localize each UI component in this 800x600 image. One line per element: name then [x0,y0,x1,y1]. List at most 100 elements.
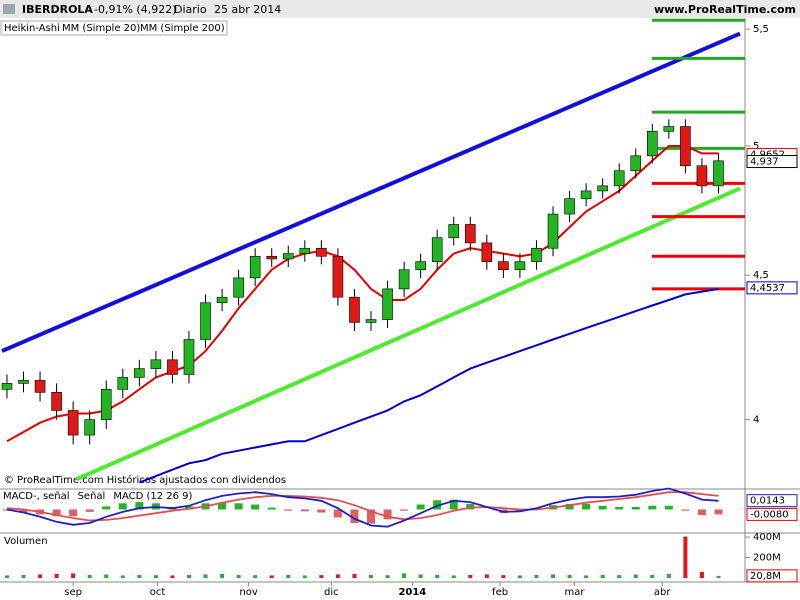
value-tag [746,494,798,508]
value-tag [746,569,798,583]
volume-bar [418,574,423,578]
macd-bar [19,509,28,513]
trendline [75,186,741,482]
volume-bar [699,571,704,578]
volume-bar [220,573,225,578]
volume-bar [650,574,655,578]
candle-body [680,126,691,167]
candle-body [597,185,608,192]
value-tag-label: -0,0080 [750,509,789,520]
volume-bar [567,574,572,578]
candle-body [696,165,708,187]
volume-bar [319,575,324,578]
volume-bar [551,574,556,578]
x-tick-label: sep [64,587,82,598]
candle-body [117,377,129,390]
volume-bar [584,575,589,578]
volume-bar [600,574,605,578]
volume-bar [253,575,258,578]
candle-body [448,224,460,238]
volume-bar [335,574,340,578]
macd-bar [85,509,94,512]
candle-body [100,389,112,420]
volume-bar [402,573,407,578]
macd-bar [582,503,591,510]
period-label: Diario [174,3,207,16]
header-bar [0,0,800,18]
candle-body [249,255,261,279]
candle-body [547,213,559,249]
macd-bar [234,503,243,510]
macd-bar [433,500,442,510]
macd-bar [251,504,260,510]
volume-bar [71,573,76,578]
legend-item: MM (Simple 200) [140,23,225,34]
value-tag-label: 20,8M [750,571,781,582]
value-tag-label: 0,0143 [750,496,785,507]
legend-item: MACD-, señal [3,491,70,502]
macd-bar [697,509,706,515]
value-tag [746,507,798,521]
candle-body [332,255,344,298]
y-tick-label: 5,5 [753,24,769,35]
macd-bar [416,504,425,510]
change-label: -0,91% (4,922) [94,3,176,16]
candle-body [481,242,493,262]
macd-line [6,491,719,522]
macd-bar [350,509,359,523]
x-tick-label: dic [324,587,339,598]
volume-bar [501,575,506,578]
volume-bar [666,573,671,578]
macd-bar [631,507,640,510]
macd-bar [300,509,309,512]
volume-bar [186,574,191,578]
macd-bar [317,509,326,513]
macd-bar [648,505,657,510]
candle-body [398,269,410,290]
candle-body [498,261,509,271]
macd-bar [449,499,458,510]
volume-bar [137,574,142,578]
macd-bar [681,509,690,511]
y-tick-label: 5 [753,141,759,152]
volume-bar [534,574,539,578]
macd-line [6,487,719,528]
candle-body [464,224,476,244]
candle-body [316,247,327,257]
macd-bar [367,509,375,524]
candle-body [382,288,393,320]
candle-body [183,339,195,375]
candle-body [134,368,145,378]
candle-body [613,170,625,187]
volume-bar [435,574,440,578]
x-tick-label: feb [492,587,508,598]
x-tick-label: oct [150,587,166,598]
volume-bar [633,574,638,578]
macd-bar [218,502,227,510]
volume-bar [21,574,26,578]
volume-bar [385,575,390,578]
candle-body [647,131,658,157]
volume-bar [484,574,489,578]
x-tick-label: nov [239,587,257,598]
candle-body [365,319,377,323]
candle-body [282,253,294,260]
candle-body [18,380,29,384]
candle-body [713,160,724,187]
value-tag [746,281,798,295]
legend-item: MM (Simple 20) [62,23,140,34]
value-tag [746,155,798,169]
macd-bar [383,509,392,520]
macd-bar [664,505,673,510]
y-tick-label: 4 [753,415,759,426]
volume-bar [286,574,291,578]
macd-bar [267,507,276,510]
macd-bar [135,502,144,510]
date-label: 25 abr 2014 [214,3,281,16]
macd-bar [333,509,342,518]
candle-body [167,359,178,375]
candle-body [84,419,95,436]
candle-body [431,237,443,262]
legend-item: Heikin-Ashi [4,23,60,34]
candle-body [266,255,278,260]
